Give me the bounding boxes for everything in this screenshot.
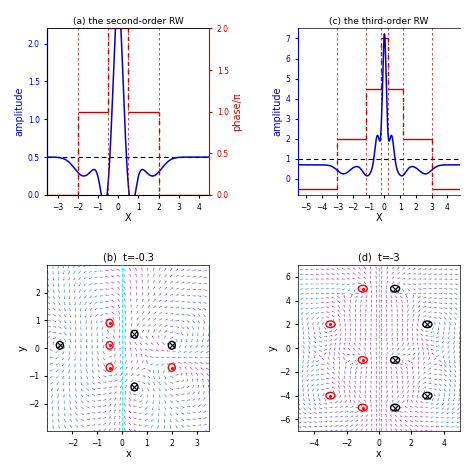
Title: (c) the third-order RW: (c) the third-order RW — [329, 17, 428, 26]
Title: (b)  t=-0.3: (b) t=-0.3 — [103, 253, 154, 263]
X-axis label: X: X — [375, 213, 382, 223]
X-axis label: x: x — [376, 449, 382, 459]
X-axis label: x: x — [126, 449, 131, 459]
Y-axis label: phase/π: phase/π — [232, 92, 242, 131]
Y-axis label: y: y — [17, 345, 27, 351]
X-axis label: X: X — [125, 213, 132, 223]
Y-axis label: y: y — [268, 345, 278, 351]
Title: (a) the second-order RW: (a) the second-order RW — [73, 17, 183, 26]
Y-axis label: amplitude: amplitude — [273, 87, 283, 137]
Title: (d)  t=-3: (d) t=-3 — [358, 253, 400, 263]
Y-axis label: amplitude: amplitude — [15, 87, 25, 137]
